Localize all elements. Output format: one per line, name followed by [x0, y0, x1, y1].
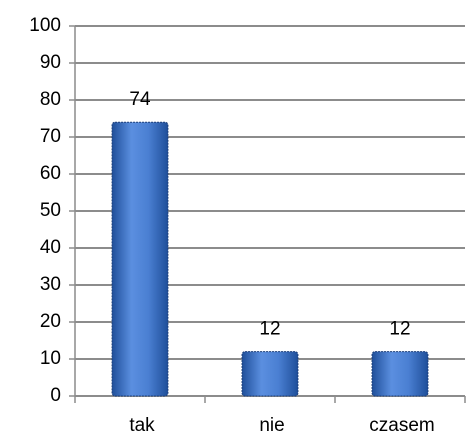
y-tick-label: 90 — [40, 52, 61, 73]
y-tick-label: 10 — [40, 348, 61, 369]
bar — [241, 351, 299, 397]
y-tick-label: 70 — [40, 126, 61, 147]
bar — [111, 121, 169, 397]
y-tick-label: 0 — [50, 385, 61, 406]
data-label: 74 — [129, 89, 151, 110]
y-tick-label: 100 — [29, 15, 61, 36]
y-tick-label: 60 — [40, 163, 61, 184]
data-label: 12 — [259, 319, 280, 340]
x-tick-label: tak — [129, 415, 155, 436]
y-tick-label: 80 — [40, 89, 61, 110]
y-tick-label: 40 — [40, 237, 61, 258]
data-label: 12 — [389, 319, 410, 340]
y-tick-label: 30 — [40, 274, 61, 295]
y-tick-label: 20 — [40, 311, 61, 332]
x-tick-label: nie — [259, 415, 284, 436]
y-tick-label: 50 — [40, 200, 61, 221]
x-tick-label: czasem — [369, 415, 434, 436]
bar — [371, 351, 429, 397]
